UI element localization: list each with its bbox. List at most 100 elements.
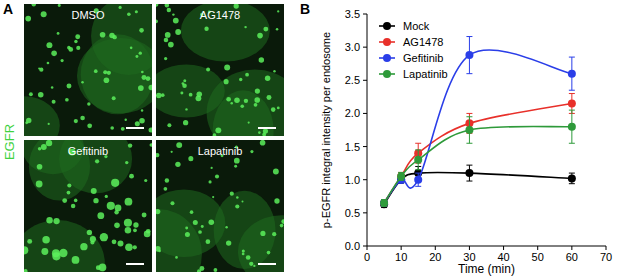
data-point bbox=[465, 169, 473, 177]
error-bar bbox=[569, 110, 575, 143]
endosome-dot bbox=[125, 198, 133, 206]
endosome-dot bbox=[185, 227, 188, 230]
micrograph: Gefitinib bbox=[10, 120, 153, 277]
endosome-dot bbox=[24, 246, 28, 254]
data-point bbox=[568, 70, 576, 78]
endosome-dot bbox=[130, 47, 133, 50]
stain-label: EGFR bbox=[2, 124, 17, 160]
legend-marker bbox=[383, 54, 391, 62]
endosome-dot bbox=[133, 228, 137, 232]
y-tick bbox=[363, 113, 367, 114]
endosome-dot bbox=[215, 174, 219, 178]
endosome-dot bbox=[214, 268, 218, 272]
y-tick-label: 1.0 bbox=[345, 174, 360, 186]
x-tick bbox=[435, 246, 436, 250]
panel-label: B bbox=[300, 1, 310, 17]
endosome-dot bbox=[267, 95, 272, 100]
endosome-dot bbox=[138, 85, 144, 91]
endosome-dot bbox=[171, 151, 173, 153]
data-point bbox=[380, 199, 388, 207]
scale-bar bbox=[258, 127, 276, 129]
y-tick-label: 2.0 bbox=[345, 107, 360, 119]
endosome-dot bbox=[115, 205, 122, 212]
endosome-dot bbox=[71, 204, 75, 208]
endosome-dot bbox=[104, 77, 110, 83]
endosome-dot bbox=[62, 198, 67, 203]
y-tick-label: 2.5 bbox=[345, 74, 360, 86]
endosome-dot bbox=[271, 107, 276, 112]
endosome-dot bbox=[100, 32, 106, 38]
endosome-dot bbox=[156, 93, 162, 99]
endosome-dot bbox=[24, 269, 28, 272]
axes: 0.00.51.01.52.02.53.03.5010203040506070 bbox=[345, 8, 612, 263]
endosome-dot bbox=[42, 236, 50, 244]
x-tick-label: 50 bbox=[532, 251, 544, 263]
endosome-dot bbox=[242, 253, 245, 256]
data-point bbox=[568, 174, 576, 182]
endosome-dot bbox=[112, 239, 117, 244]
endosome-dot bbox=[135, 10, 138, 13]
y-axis bbox=[367, 14, 368, 246]
endosome-dot bbox=[183, 79, 186, 82]
cell bbox=[156, 209, 202, 272]
cell bbox=[181, 4, 270, 62]
endosome-dot bbox=[246, 255, 251, 260]
endosome-dot bbox=[164, 187, 168, 191]
endosome-dot bbox=[164, 57, 167, 60]
endosome-dot bbox=[97, 212, 104, 219]
endosome-dot bbox=[118, 241, 124, 247]
error-cap bbox=[415, 143, 421, 144]
endosome-dot bbox=[51, 86, 54, 89]
endosome-dot bbox=[87, 102, 90, 105]
endosome-dot bbox=[61, 59, 64, 62]
endosome-dot bbox=[255, 88, 260, 93]
endosome-dot bbox=[259, 57, 264, 62]
endosome-dot bbox=[213, 133, 217, 136]
scale-bar bbox=[126, 127, 144, 129]
scale-bar bbox=[258, 263, 276, 265]
y-tick bbox=[363, 179, 367, 180]
y-tick bbox=[363, 14, 367, 15]
endosome-dot bbox=[41, 248, 48, 255]
legend-label: Gefitinib bbox=[403, 52, 443, 64]
endosome-dot bbox=[93, 198, 98, 203]
endosome-dot bbox=[173, 18, 179, 24]
endosome-dot bbox=[46, 42, 52, 48]
endosome-dot bbox=[80, 243, 87, 250]
data-point bbox=[465, 51, 473, 59]
error-bar bbox=[415, 150, 421, 170]
endosome-dot bbox=[180, 92, 183, 95]
endosome-dot bbox=[57, 32, 60, 35]
endosome-dot bbox=[100, 233, 108, 241]
endosome-dot bbox=[91, 188, 97, 194]
endosome-dot bbox=[204, 27, 208, 31]
endosome-dot bbox=[124, 219, 132, 227]
error-bar bbox=[415, 173, 421, 186]
error-bar bbox=[569, 94, 575, 114]
endosome-dot bbox=[224, 64, 230, 70]
endosome-dot bbox=[133, 222, 138, 227]
error-cap bbox=[569, 143, 575, 144]
endosome-dot bbox=[175, 162, 180, 167]
legend-marker bbox=[383, 22, 391, 30]
error-cap bbox=[466, 36, 472, 37]
endosome-dot bbox=[201, 225, 204, 228]
endosome-dot bbox=[48, 123, 50, 125]
y-axis-label: p-EGFR integral intensity per endosome bbox=[320, 32, 332, 228]
endosome-dot bbox=[156, 209, 160, 214]
endosome-dot bbox=[185, 232, 190, 237]
series bbox=[380, 94, 576, 207]
endosome-dot bbox=[127, 12, 131, 16]
endosome-dot bbox=[267, 251, 271, 255]
endosome-dot bbox=[208, 219, 214, 225]
endosome-dot bbox=[241, 200, 243, 202]
data-point bbox=[397, 172, 405, 180]
endosome-dot bbox=[156, 246, 161, 252]
panel-label: A bbox=[3, 1, 13, 17]
endosome-dot bbox=[74, 40, 77, 43]
endosome-dot bbox=[67, 84, 72, 89]
endosome-dot bbox=[274, 198, 279, 203]
legend-marker bbox=[383, 38, 391, 46]
endosome-dot bbox=[67, 191, 71, 195]
cell bbox=[213, 90, 274, 136]
